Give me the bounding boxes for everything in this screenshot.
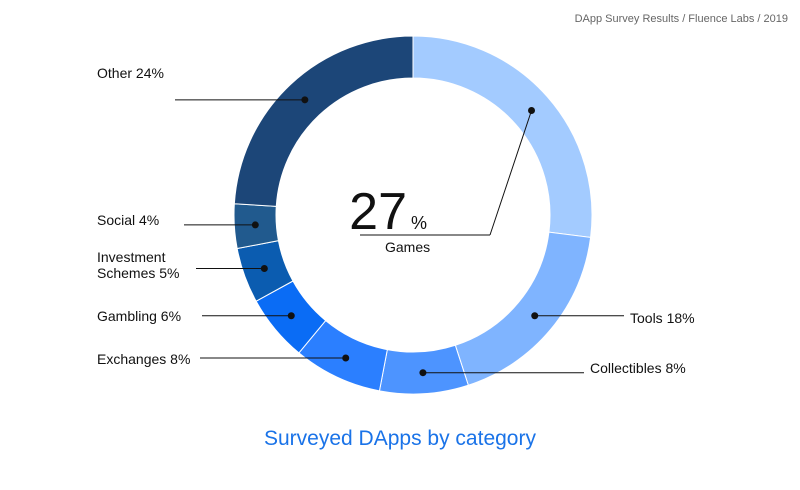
label-exchanges-line: Exchanges 8% [97, 351, 190, 367]
donut-chart: Tools 18% Collectibles 8% Exchanges 8% Gamb… [97, 35, 695, 395]
label-collectibles: Collectibles 8% [590, 360, 686, 376]
donut-center: 27 % Games [349, 183, 430, 255]
slice-tools [454, 231, 592, 386]
center-category: Games [385, 239, 430, 255]
label-exchanges: Exchanges 8% [97, 351, 190, 367]
label-tools: Tools 18% [630, 310, 695, 326]
source-caption: DApp Survey Results / Fluence Labs / 201… [574, 13, 788, 25]
label-collectibles-line: Collectibles 8% [590, 360, 686, 376]
label-social: Social 4% [97, 212, 159, 228]
label-other: Other 24% [97, 65, 164, 81]
chart-title: Surveyed DApps by category [264, 427, 536, 450]
label-social-line: Social 4% [97, 212, 159, 228]
label-tools-line: Tools 18% [630, 310, 695, 326]
label-gambling: Gambling 6% [97, 308, 181, 324]
label-investment-schemes-line: Schemes 5% [97, 265, 179, 281]
label-investment-schemes: Investment Schemes 5% [97, 249, 179, 281]
leader-line-games [489, 110, 532, 236]
label-gambling-line: Gambling 6% [97, 308, 181, 324]
center-value: 27 [349, 183, 407, 241]
slice-other [233, 35, 414, 207]
leader-lines [175, 96, 624, 377]
slice-labels: Tools 18% Collectibles 8% Exchanges 8% Gamb… [97, 65, 695, 376]
slice-games [412, 35, 593, 238]
center-unit: % [411, 213, 427, 233]
label-investment-schemes-line: Investment [97, 249, 166, 265]
label-other-line: Other 24% [97, 65, 164, 81]
